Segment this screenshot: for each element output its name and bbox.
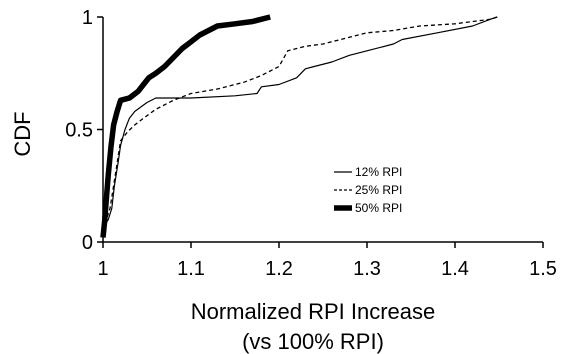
y-tick-label: 1 (82, 7, 93, 29)
x-axis-title-line-2: (vs 100% RPI) (242, 329, 384, 354)
legend: 12% RPI 25% RPI 50% RPI (334, 165, 402, 215)
series-line-50-rpi (100, 14, 271, 238)
x-tick-label: 1.3 (353, 258, 381, 280)
x-tick-label: 1.4 (441, 258, 469, 280)
x-tick-label: 1 (97, 258, 108, 280)
y-tick-label: 0.5 (65, 120, 93, 142)
legend-label: 50% RPI (355, 201, 402, 215)
x-tick-label: 1.5 (529, 258, 557, 280)
legend-label: 12% RPI (355, 165, 402, 179)
x-tick-label: 1.2 (265, 258, 293, 280)
series-line-25-rpi (102, 16, 498, 238)
legend-label: 25% RPI (355, 183, 402, 197)
series-lines (100, 14, 498, 238)
x-axis-title-line-1: Normalized RPI Increase (191, 299, 436, 324)
y-axis-title: CDF (10, 111, 35, 156)
series-line-12-rpi (102, 16, 498, 238)
x-tick-label: 1.1 (177, 258, 205, 280)
axes: 1 1.1 1.2 1.3 1.4 1.5 0 0.5 1 (65, 7, 557, 280)
y-tick-label: 0 (82, 232, 93, 254)
